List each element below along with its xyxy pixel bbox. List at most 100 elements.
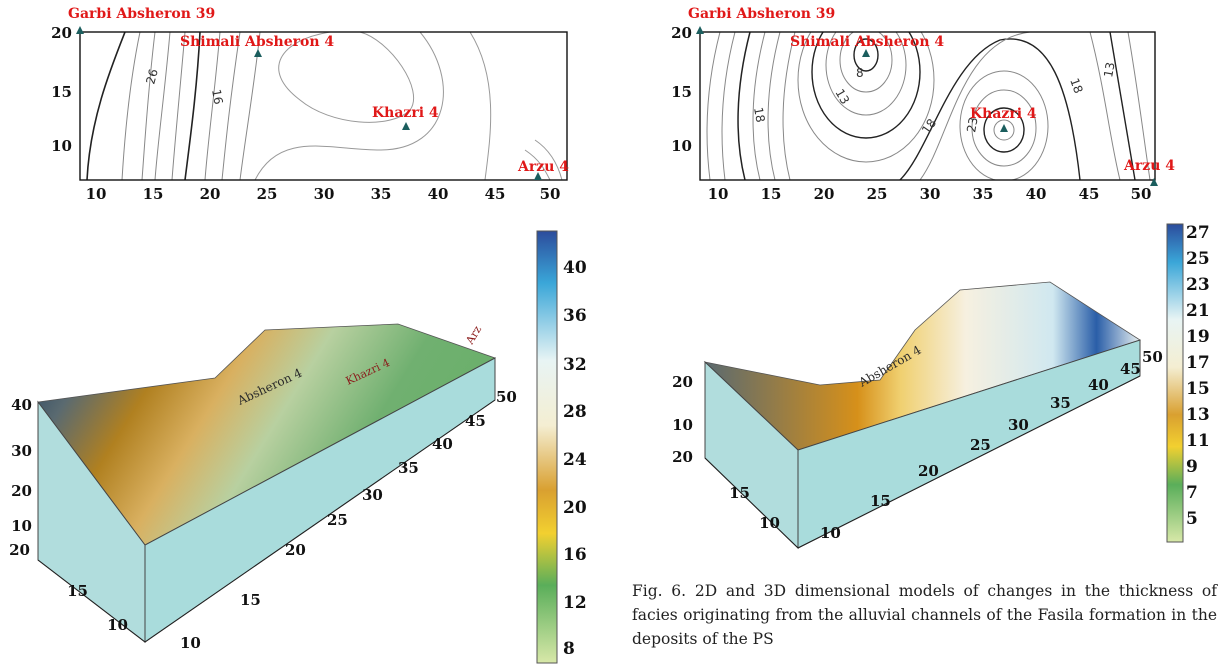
z-tick: 10 xyxy=(11,517,32,535)
colorbar-gradient xyxy=(537,231,557,663)
well-marker-icon xyxy=(862,49,870,57)
left-y-ticks: 20 15 10 xyxy=(51,24,72,155)
x-tick: 25 xyxy=(257,185,278,203)
figure-caption: Fig. 6. 2D and 3D dimensional models of … xyxy=(632,579,1217,651)
x-tick: 45 xyxy=(465,412,486,430)
well-label: Arzu 4 xyxy=(517,159,569,175)
left-contour-label-26: 26 xyxy=(143,67,160,85)
x-tick: 25 xyxy=(970,436,991,454)
colorbar-tick: 23 xyxy=(1186,275,1210,295)
colorbar-tick: 13 xyxy=(1186,405,1210,425)
contour-label: 13 xyxy=(832,87,852,107)
well-label: Arzu 4 xyxy=(1123,158,1175,174)
x-tick: 45 xyxy=(1120,360,1141,378)
contour-label: 8 xyxy=(856,66,864,80)
x-tick: 10 xyxy=(180,634,201,652)
well-marker-icon xyxy=(402,122,410,130)
svg-text:16: 16 xyxy=(209,88,225,105)
colorbar-tick: 36 xyxy=(563,306,587,326)
well-marker-icon xyxy=(1000,124,1008,132)
well-marker-icon xyxy=(696,26,704,34)
right3d-z-ticks: 20 10 20 xyxy=(672,373,693,466)
x-tick: 45 xyxy=(485,185,506,203)
colorbar-tick: 16 xyxy=(563,545,587,565)
z-tick: 40 xyxy=(11,396,32,414)
right-colorbar-ticks: 27 25 23 21 19 17 15 13 11 9 7 5 xyxy=(1186,223,1210,529)
well-label: Khazri 4 xyxy=(970,106,1037,122)
y-tick: 15 xyxy=(67,582,88,600)
z-tick: 20 xyxy=(11,482,32,500)
x-tick: 50 xyxy=(1142,348,1163,366)
x-tick: 30 xyxy=(362,486,383,504)
well-label: Garbi Absheron 39 xyxy=(688,6,835,22)
y-tick: 20 xyxy=(671,24,692,42)
y-tick: 15 xyxy=(671,83,692,101)
right-colorbar: 27 25 23 21 19 17 15 13 11 9 7 5 xyxy=(1165,222,1225,546)
x-tick: 30 xyxy=(1008,416,1029,434)
x-tick: 15 xyxy=(870,492,891,510)
colorbar-tick: 24 xyxy=(563,450,587,470)
well-marker-icon xyxy=(1150,178,1158,186)
z-tick: 20 xyxy=(672,448,693,466)
left-contour-label-16: 16 xyxy=(209,88,225,105)
left-x-ticks: 10 15 20 25 30 35 40 45 50 xyxy=(86,185,561,203)
well-label: Shimali Absheron 4 xyxy=(790,34,944,50)
y-tick: 10 xyxy=(107,616,128,634)
x-tick: 35 xyxy=(398,459,419,477)
x-tick: 10 xyxy=(820,524,841,542)
x-tick: 25 xyxy=(867,185,888,203)
contour-label: 18 xyxy=(751,106,767,123)
x-tick: 25 xyxy=(327,511,348,529)
x-tick: 35 xyxy=(973,185,994,203)
x-tick: 30 xyxy=(314,185,335,203)
well-label: Shimali Absheron 4 xyxy=(180,34,334,50)
right-y-ticks: 20 15 10 xyxy=(671,24,692,155)
x-tick: 40 xyxy=(428,185,449,203)
y-tick: 20 xyxy=(51,24,72,42)
left-map-frame xyxy=(80,32,567,180)
colorbar-tick: 5 xyxy=(1186,509,1198,529)
x-tick: 20 xyxy=(285,541,306,559)
x-tick: 15 xyxy=(761,185,782,203)
left-contour-map: 26 16 10 15 20 25 30 35 40 45 50 20 15 1… xyxy=(30,0,570,210)
colorbar-tick: 21 xyxy=(1186,301,1210,321)
left-colorbar: 40 36 32 28 24 20 16 12 8 xyxy=(535,228,610,664)
x-tick: 45 xyxy=(1079,185,1100,203)
right-x-ticks: 10 15 20 25 30 35 40 45 50 xyxy=(708,185,1152,203)
well-label: Garbi Absheron 39 xyxy=(68,6,215,22)
colorbar-tick: 7 xyxy=(1186,483,1198,503)
colorbar-tick: 9 xyxy=(1186,457,1198,477)
colorbar-tick: 15 xyxy=(1186,379,1210,399)
colorbar-tick: 27 xyxy=(1186,223,1210,243)
x-tick: 40 xyxy=(432,435,453,453)
well-label: Khazri 4 xyxy=(372,105,439,121)
contour-label: 18 xyxy=(1067,76,1085,95)
y-tick: 10 xyxy=(759,514,780,532)
y-tick: 20 xyxy=(9,541,30,559)
colorbar-tick: 17 xyxy=(1186,353,1210,373)
well-marker-icon xyxy=(76,26,84,34)
colorbar-tick: 11 xyxy=(1186,431,1210,451)
right-contour-map: 8 13 18 18 23 18 13 10 15 20 25 30 35 40… xyxy=(650,0,1225,210)
colorbar-tick: 40 xyxy=(563,258,587,278)
x-tick: 50 xyxy=(540,185,561,203)
x-tick: 35 xyxy=(1050,394,1071,412)
left-contour-lines xyxy=(87,32,562,180)
x-tick: 10 xyxy=(708,185,729,203)
colorbar-tick: 25 xyxy=(1186,249,1210,269)
colorbar-tick: 28 xyxy=(563,402,587,422)
surface-label: Arz xyxy=(463,323,484,347)
z-tick: 10 xyxy=(672,416,693,434)
y-tick: 10 xyxy=(51,137,72,155)
x-tick: 20 xyxy=(200,185,221,203)
colorbar-tick: 8 xyxy=(563,639,575,659)
z-tick: 20 xyxy=(672,373,693,391)
x-tick: 20 xyxy=(918,462,939,480)
svg-text:26: 26 xyxy=(143,67,160,85)
x-tick: 40 xyxy=(1026,185,1047,203)
right-contour-labels: 8 13 18 18 23 18 13 xyxy=(751,61,1118,137)
x-tick: 15 xyxy=(143,185,164,203)
contour-label: 13 xyxy=(1101,61,1117,78)
x-tick: 50 xyxy=(1131,185,1152,203)
y-tick: 10 xyxy=(671,137,692,155)
